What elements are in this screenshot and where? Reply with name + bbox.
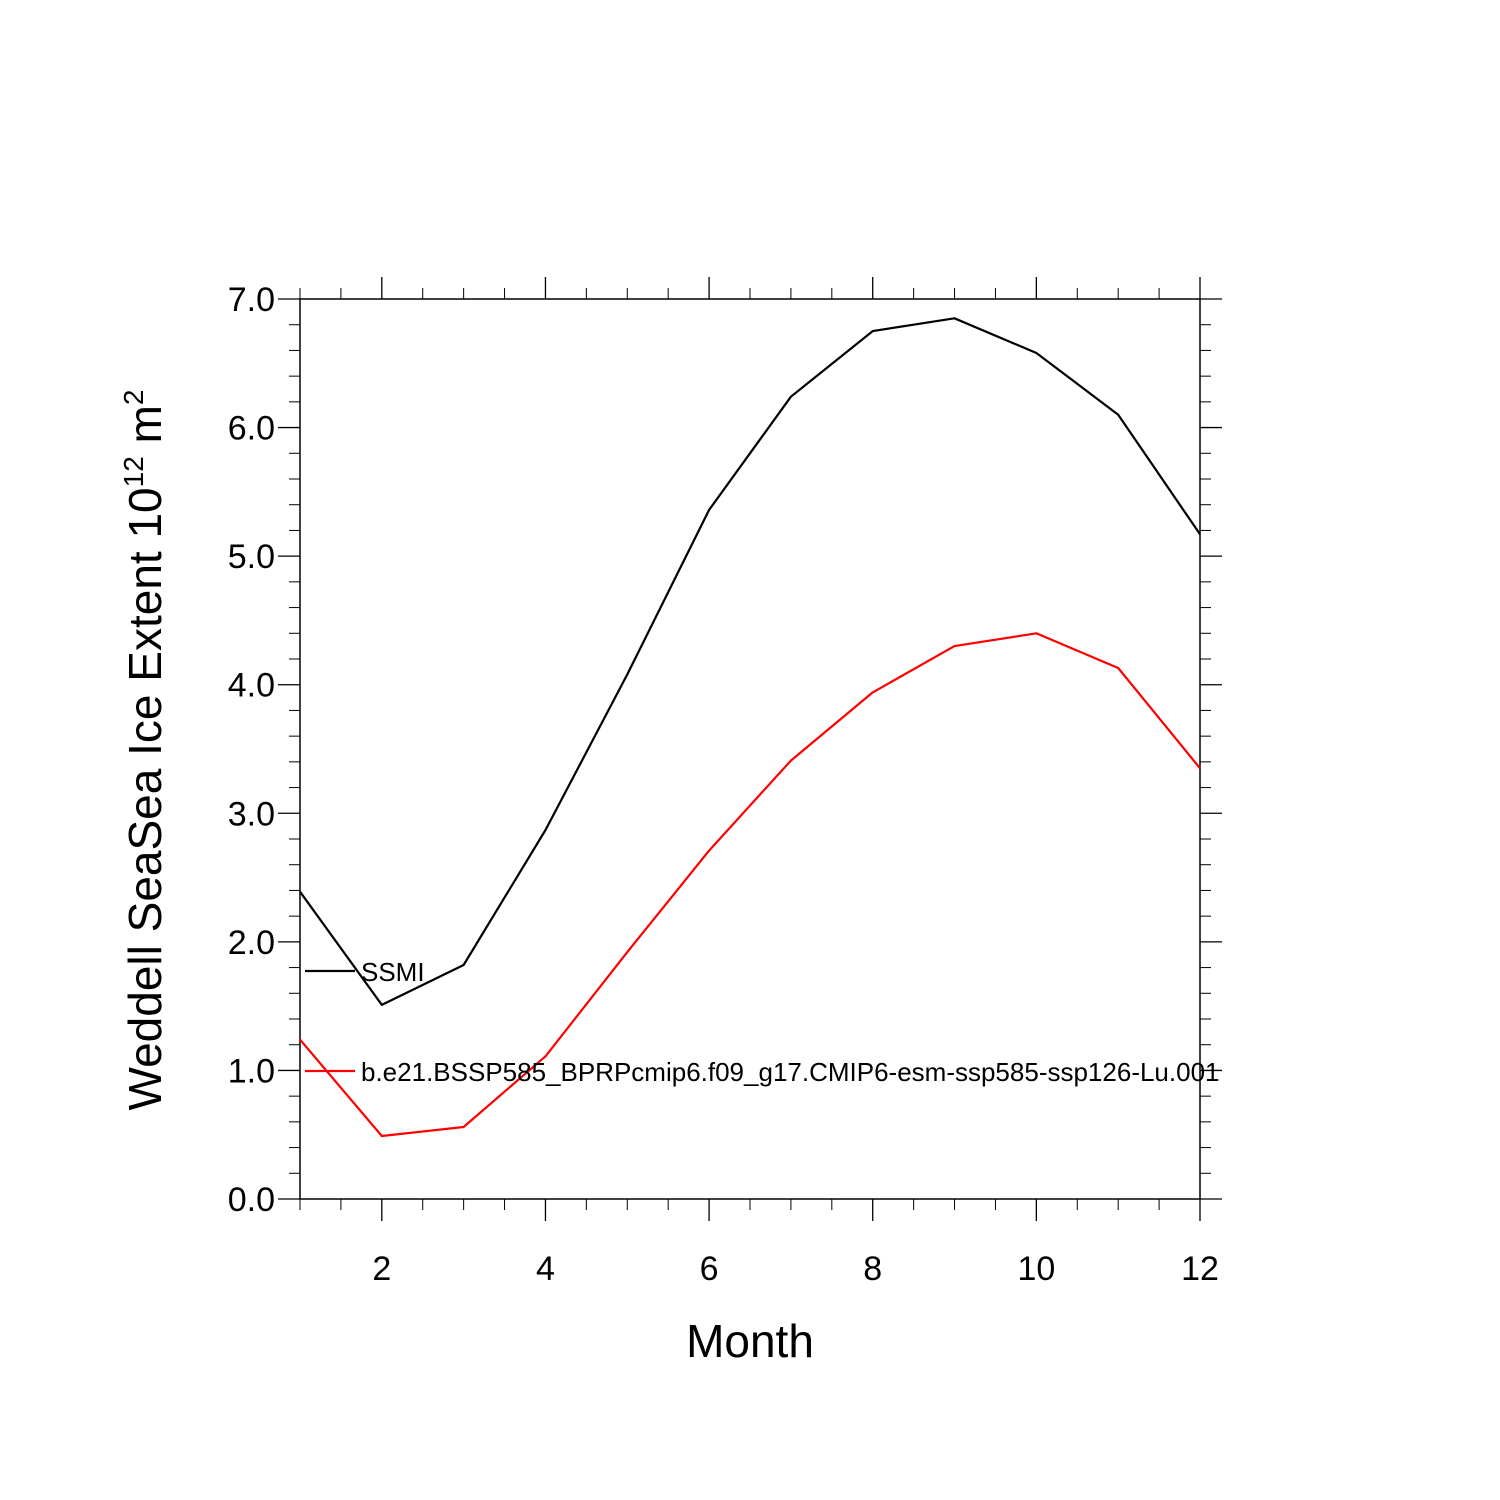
x-tick-label: 8 [863,1250,882,1288]
y-tick-label: 6.0 [228,410,275,448]
y-axis-title-unit-exponent: 2 [118,390,149,406]
x-tick-label: 6 [700,1250,719,1288]
y-axis-title: Weddell SeaSea Ice Extent 1012 m2 [118,390,171,1111]
legend: SSMI b.e21.BSSP585_BPRPcmip6.f09_g17.CMIP… [305,957,1220,1087]
y-tick-label: 7.0 [228,281,275,319]
axis-ticks [278,277,1222,1221]
x-tick-label: 4 [536,1250,555,1288]
tick-labels: 2 4 6 8 10 12 0.0 1.0 2.0 3.0 4.0 5.0 6.0 7.0 [228,281,1219,1288]
x-tick-label: 12 [1181,1250,1219,1288]
x-tick-label: 2 [372,1250,391,1288]
y-tick-label: 4.0 [228,667,275,705]
y-tick-label: 5.0 [228,538,275,576]
x-axis-title: Month [686,1315,814,1367]
y-tick-label: 0.0 [228,1181,275,1219]
series-line-2 [299,632,1201,1138]
x-tick-label: 10 [1017,1250,1055,1288]
series-line-1 [299,317,1201,1007]
y-tick-label: 3.0 [228,795,275,833]
series-lines [299,317,1201,1138]
legend-label: SSMI [361,957,425,987]
y-tick-label: 1.0 [228,1052,275,1090]
y-axis-title-exponent: 12 [118,456,149,487]
y-axis-title-prefix: Weddell SeaSea Ice Extent 10 [119,487,171,1110]
y-axis-title-unit: m [119,405,171,456]
y-tick-label: 2.0 [228,924,275,962]
legend-label: b.e21.BSSP585_BPRPcmip6.f09_g17.CMIP6-es… [361,1057,1220,1087]
